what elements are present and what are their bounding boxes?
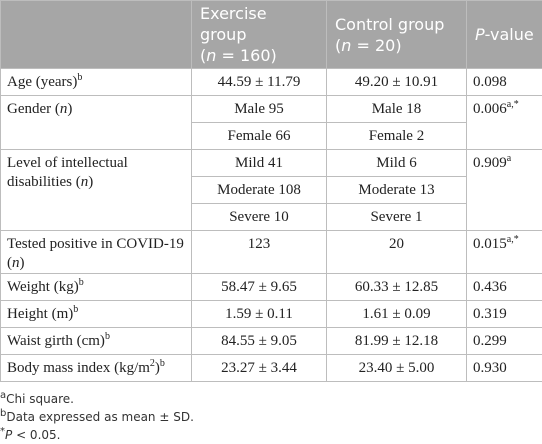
- label: Gender (: [7, 101, 60, 117]
- p: 0.909: [473, 155, 507, 171]
- label: Waist girth (cm): [7, 333, 105, 349]
- cell: 58.47 ± 9.65: [192, 274, 327, 301]
- label: n: [12, 255, 20, 271]
- header-cell: Exercise group(n = 160): [192, 1, 327, 69]
- row: Height (m)b 1.59 ± 0.11 1.61 ± 0.09 0.31…: [1, 301, 542, 328]
- header-cell: P-value: [467, 1, 542, 69]
- footnotes: aChi square. bData expressed as mean ± S…: [0, 390, 542, 444]
- cell: 23.27 ± 3.44: [192, 355, 327, 382]
- cell: 84.55 ± 9.05: [192, 328, 327, 355]
- cell: 1.61 ± 0.09: [327, 301, 467, 328]
- cell: 0.098: [467, 69, 542, 96]
- header-text: = 160): [216, 46, 276, 65]
- cell: 20: [327, 231, 467, 274]
- cell: 0.930: [467, 355, 542, 382]
- label: Body mass index (kg/m: [7, 360, 150, 376]
- sup: b: [160, 358, 165, 369]
- header-row: Exercise group(n = 160) Control group(n …: [1, 1, 542, 69]
- cell: Mild 41: [192, 150, 327, 177]
- cell: 0.319: [467, 301, 542, 328]
- row: Body mass index (kg/m2)b 23.27 ± 3.44 23…: [1, 355, 542, 382]
- cell: Male 95: [192, 96, 327, 123]
- cell: Severe 10: [192, 204, 327, 231]
- cell: 0.015a,*: [467, 231, 542, 274]
- row: Waist girth (cm)b 84.55 ± 9.05 81.99 ± 1…: [1, 328, 542, 355]
- footnote: aChi square.: [0, 390, 542, 408]
- header-cell: Control group(n = 20): [327, 1, 467, 69]
- cell: 0.909a: [467, 150, 542, 231]
- sup: b: [79, 277, 84, 288]
- cell: 49.20 ± 10.91: [327, 69, 467, 96]
- label: ): [67, 101, 72, 117]
- footnote: *P < 0.05.: [0, 426, 542, 444]
- cell: Female 2: [327, 123, 467, 150]
- cell: 44.59 ± 11.79: [192, 69, 327, 96]
- footnote-text: < 0.05.: [12, 428, 60, 442]
- row: Gender (n) Male 95 Male 18 0.006a,*: [1, 96, 542, 123]
- cell: 81.99 ± 12.18: [327, 328, 467, 355]
- header-text: = 20): [351, 36, 401, 55]
- label: Age (years): [7, 74, 77, 90]
- cell: Severe 1: [327, 204, 467, 231]
- label: ): [20, 255, 25, 271]
- row: Tested positive in COVID-19 (n) 123 20 0…: [1, 231, 542, 274]
- row: Weight (kg)b 58.47 ± 9.65 60.33 ± 12.85 …: [1, 274, 542, 301]
- footnote-text: P: [5, 428, 12, 442]
- label: Weight (kg): [7, 279, 79, 295]
- header-text: n: [206, 46, 216, 65]
- cell: 0.436: [467, 274, 542, 301]
- cell: 0.006a,*: [467, 96, 542, 150]
- header-text: Control group: [335, 14, 458, 35]
- label-cell: Body mass index (kg/m2)b: [1, 355, 192, 382]
- cell: 0.299: [467, 328, 542, 355]
- cell: Moderate 108: [192, 177, 327, 204]
- label-cell: Age (years)b: [1, 69, 192, 96]
- p: 0.930: [473, 360, 507, 376]
- row: Age (years)b 44.59 ± 11.79 49.20 ± 10.91…: [1, 69, 542, 96]
- header-text: n: [341, 36, 351, 55]
- page: Exercise group(n = 160) Control group(n …: [0, 0, 542, 421]
- cell: 1.59 ± 0.11: [192, 301, 327, 328]
- sup: b: [77, 72, 82, 83]
- cell: Female 66: [192, 123, 327, 150]
- p: 0.015: [473, 236, 507, 252]
- label: ): [88, 174, 93, 190]
- cell: 123: [192, 231, 327, 274]
- footnote: bData expressed as mean ± SD.: [0, 408, 542, 426]
- label-cell: Waist girth (cm)b: [1, 328, 192, 355]
- label: Level of intellectual disabilities (: [7, 155, 128, 190]
- header-cell: [1, 1, 192, 69]
- data-table: Exercise group(n = 160) Control group(n …: [0, 0, 542, 382]
- label: Tested positive in COVID-19 (: [7, 236, 184, 271]
- label-cell: Tested positive in COVID-19 (n): [1, 231, 192, 274]
- cell: Moderate 13: [327, 177, 467, 204]
- label-cell: Height (m)b: [1, 301, 192, 328]
- sup: a: [507, 153, 511, 164]
- sup: a,*: [507, 234, 519, 245]
- p: 0.006: [473, 101, 507, 117]
- row: Level of intellectual disabilities (n) M…: [1, 150, 542, 177]
- footnote-text: Data expressed as mean ± SD.: [6, 410, 194, 424]
- header-text: Exercise group: [200, 3, 318, 45]
- sup: a,*: [507, 99, 519, 110]
- cell: Male 18: [327, 96, 467, 123]
- p: 0.299: [473, 333, 507, 349]
- header-text: -value: [485, 25, 534, 44]
- footnote-text: Chi square.: [6, 392, 74, 406]
- cell: 23.40 ± 5.00: [327, 355, 467, 382]
- sup: b: [73, 304, 78, 315]
- label-cell: Gender (n): [1, 96, 192, 150]
- cell: Mild 6: [327, 150, 467, 177]
- p: 0.436: [473, 279, 507, 295]
- header-text: P: [475, 25, 485, 44]
- sup: b: [105, 331, 110, 342]
- p: 0.319: [473, 306, 507, 322]
- p: 0.098: [473, 74, 507, 90]
- label: Height (m): [7, 306, 73, 322]
- cell: 60.33 ± 12.85: [327, 274, 467, 301]
- label-cell: Level of intellectual disabilities (n): [1, 150, 192, 231]
- label-cell: Weight (kg)b: [1, 274, 192, 301]
